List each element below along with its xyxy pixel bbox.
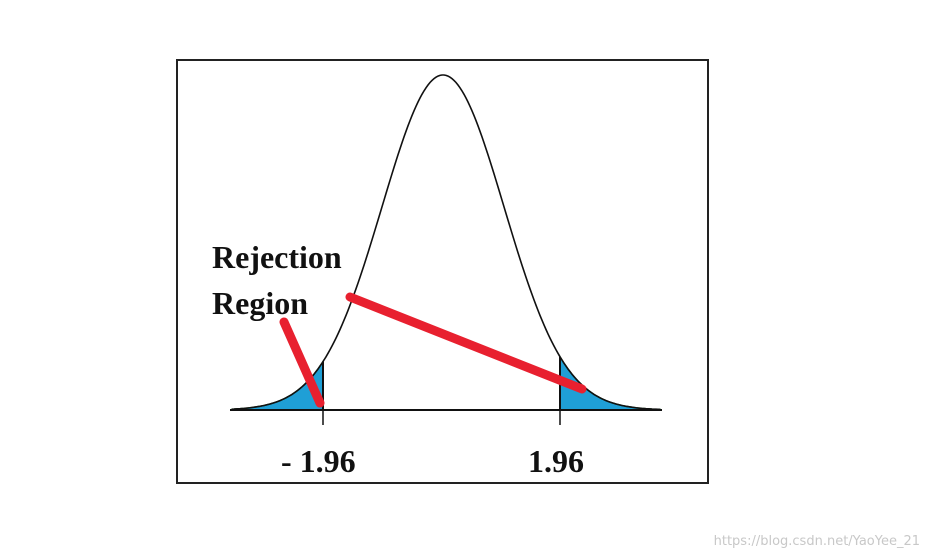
axis-label: 1.96 xyxy=(528,443,584,479)
frame xyxy=(176,59,709,484)
normal-curve xyxy=(231,74,661,411)
axis-label: - 1.96 xyxy=(281,443,356,479)
annotation: Region xyxy=(212,285,308,321)
pointer-line xyxy=(279,317,325,408)
annotation: Rejection xyxy=(212,239,342,275)
watermark: https://blog.csdn.net/YaoYee_21 xyxy=(714,534,920,549)
pointer-line xyxy=(345,292,587,394)
